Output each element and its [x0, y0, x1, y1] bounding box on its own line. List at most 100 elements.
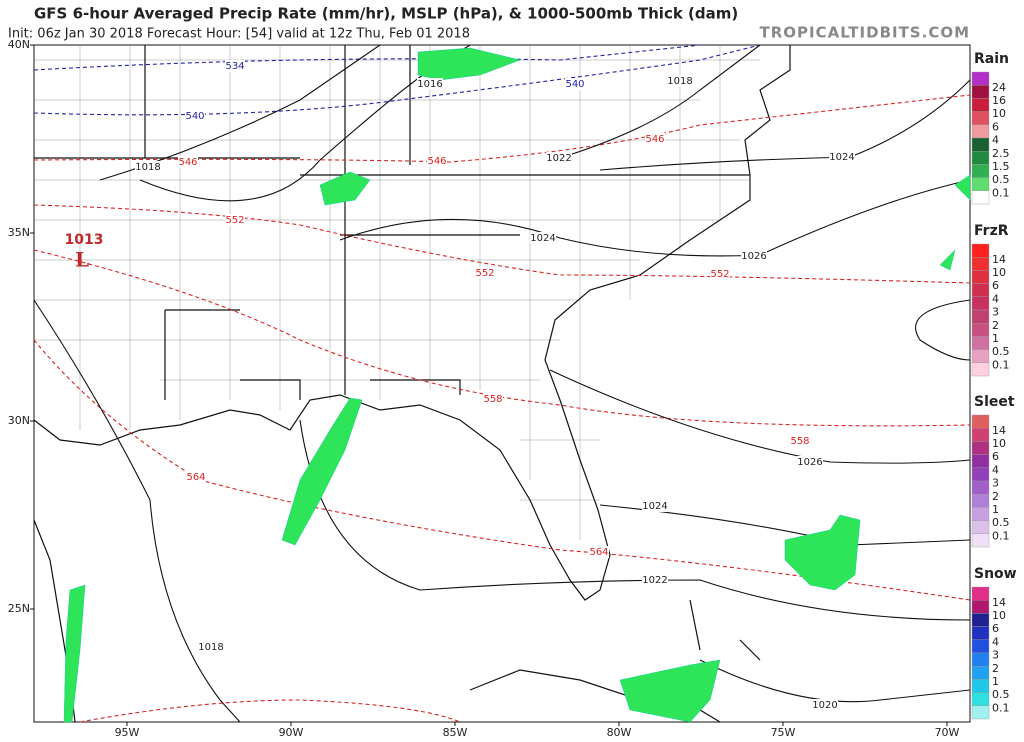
label-bg	[178, 156, 198, 168]
thickness-label: 546	[427, 156, 446, 167]
legend-label: 0.1	[992, 529, 1010, 542]
legend-swatch	[971, 705, 990, 720]
legend-swatch	[971, 480, 990, 495]
thickness-label: 564	[589, 547, 608, 558]
subtitle: Init: 06z Jan 30 2018 Forecast Hour: [54…	[8, 27, 470, 42]
legend-label: 0.5	[992, 688, 1010, 701]
label-bg	[427, 155, 447, 167]
thickness-label: 564	[186, 472, 205, 483]
site-name: TROPICALTIDBITS.COM	[760, 24, 971, 42]
legend-label: 4	[992, 292, 999, 305]
legend-swatch	[971, 111, 990, 125]
legend-label: 3	[992, 649, 999, 662]
isobar-label: 1022	[546, 153, 571, 164]
isobar-label: 1026	[797, 457, 822, 468]
legend-label: 4	[992, 635, 999, 648]
legend-label: 6	[992, 450, 999, 463]
isobar-label: 1016	[417, 79, 442, 90]
legend-label: 0.1	[992, 186, 1010, 199]
lat-label: 30N	[8, 414, 30, 427]
legend-swatch	[971, 454, 990, 469]
legend-swatch	[971, 150, 990, 165]
legend-label: 10	[992, 609, 1006, 622]
thickness-label: 552	[475, 268, 494, 279]
thickness-label: 540	[185, 111, 204, 122]
legend-swatch	[971, 692, 990, 706]
legend-label: 0.1	[992, 701, 1010, 714]
legend-swatch	[971, 520, 990, 534]
thickness-label: 546	[645, 134, 664, 145]
label-bg	[198, 641, 224, 653]
lat-label: 40N	[8, 38, 30, 51]
legend-swatch	[971, 124, 990, 139]
label-bg	[225, 60, 245, 72]
legend-label: 4	[992, 463, 999, 476]
legend-swatch	[971, 243, 990, 258]
legend-swatch	[971, 309, 990, 324]
legend-label: 16	[992, 94, 1006, 107]
label-bg	[710, 268, 730, 280]
legend-label: 6	[992, 120, 999, 133]
lon-label: 95W	[115, 726, 140, 739]
legend-swatch	[971, 137, 990, 152]
thickness-label: 552	[225, 215, 244, 226]
legend-swatch	[971, 177, 990, 192]
legend-label: 2	[992, 662, 999, 675]
label-bg	[565, 78, 585, 90]
legend-swatch	[971, 467, 990, 482]
legend-swatch	[971, 428, 990, 442]
legend-swatch	[971, 533, 990, 548]
isobar-label: 1026	[741, 251, 766, 262]
legend-swatch	[971, 296, 990, 311]
label-bg	[741, 250, 767, 262]
legend-swatch	[971, 84, 990, 99]
legend-label: 1.5	[992, 160, 1010, 173]
label-bg	[812, 699, 838, 711]
legend-swatch	[971, 666, 990, 680]
legend-title: Rain	[974, 51, 1009, 67]
legend-label: 24	[992, 81, 1006, 94]
legend-swatch	[971, 362, 990, 377]
isobar-label: 1022	[642, 575, 667, 586]
label-bg	[642, 574, 668, 586]
legend-label: 0.5	[992, 173, 1010, 186]
lat-label: 25N	[8, 602, 30, 615]
isobar-label: 1018	[198, 642, 223, 653]
legend-swatch	[971, 494, 990, 508]
thickness-label: 558	[790, 436, 809, 447]
thickness-label: 552	[710, 269, 729, 280]
legend-swatch	[971, 441, 990, 455]
label-bg	[546, 152, 572, 164]
legend-label: 10	[992, 107, 1006, 120]
legend-swatch	[971, 336, 990, 350]
legend-swatch	[971, 586, 990, 601]
legend-label: 2.5	[992, 147, 1010, 160]
label-bg	[667, 75, 693, 87]
lon-label: 80W	[607, 726, 632, 739]
isobar-label: 1024	[642, 501, 667, 512]
legend-label: 1	[992, 675, 999, 688]
map-frame	[33, 44, 971, 723]
legend-swatch	[971, 98, 990, 112]
title: GFS 6-hour Averaged Precip Rate (mm/hr),…	[34, 5, 738, 23]
thickness-label: 534	[225, 61, 244, 72]
label-bg	[645, 133, 665, 145]
legend-title: Sleet	[974, 394, 1015, 410]
label-bg	[483, 393, 503, 405]
legend-swatch	[971, 71, 990, 86]
legend-label: 6	[992, 622, 999, 635]
lon-label: 90W	[279, 726, 304, 739]
legend-swatch	[971, 349, 990, 364]
label-bg	[135, 161, 161, 173]
legend-swatch	[971, 190, 990, 205]
thickness-label: 546	[178, 157, 197, 168]
legend-label: 0.5	[992, 516, 1010, 529]
isobar-label: 1020	[812, 700, 837, 711]
legend-swatch	[971, 257, 990, 271]
lat-label: 35N	[8, 226, 30, 239]
legend-label: 14	[992, 596, 1006, 609]
label-bg	[589, 546, 609, 558]
legend-swatch	[971, 652, 990, 667]
legend-swatch	[971, 600, 990, 614]
legend-title: FrzR	[974, 223, 1009, 239]
